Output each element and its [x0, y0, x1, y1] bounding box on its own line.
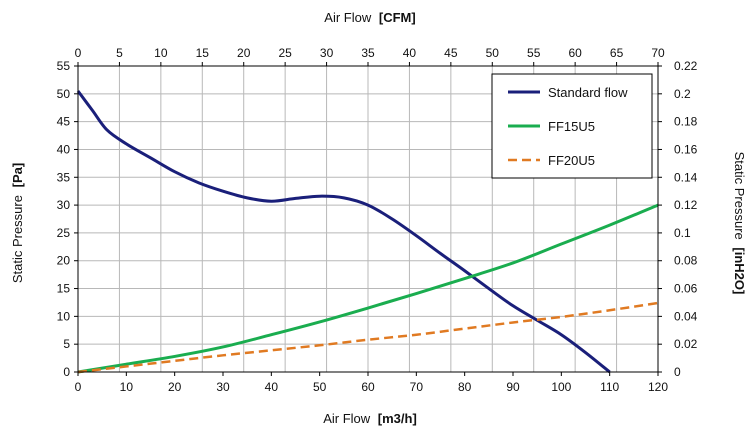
- left-axis-unit: [Pa]: [10, 163, 25, 188]
- bottom-tick-label: 110: [600, 380, 619, 394]
- legend: Standard flow FF15U5 FF20U5: [491, 73, 653, 179]
- top-tick-label: 10: [154, 46, 168, 60]
- top-tick-label: 5: [116, 46, 123, 60]
- right-tick-label: 0: [674, 365, 681, 379]
- top-tick-label: 65: [610, 46, 624, 60]
- right-tick-label: 0.16: [674, 142, 698, 156]
- right-axis-label: Static Pressure: [732, 152, 747, 240]
- left-tick-label: 5: [63, 337, 70, 351]
- left-tick-label: 55: [57, 59, 71, 73]
- legend-label-ff20u5: FF20U5: [548, 153, 595, 168]
- right-tick-label: 0.08: [674, 254, 698, 268]
- bottom-tick-label: 10: [120, 380, 134, 394]
- right-tick-label: 0.12: [674, 198, 698, 212]
- right-tick-label: 0.2: [674, 87, 691, 101]
- top-tick-label: 15: [196, 46, 210, 60]
- left-tick-label: 40: [57, 142, 71, 156]
- top-axis-label: Air Flow: [324, 10, 372, 25]
- series-line-standard-flow: [76, 90, 611, 374]
- bottom-tick-label: 30: [216, 380, 230, 394]
- top-tick-label: 50: [486, 46, 500, 60]
- left-tick-label: 30: [57, 198, 71, 212]
- top-tick-label: 25: [278, 46, 292, 60]
- top-tick-label: 70: [651, 46, 665, 60]
- legend-label-ff15u5: FF15U5: [548, 119, 595, 134]
- left-axis-label: Static Pressure: [10, 195, 25, 283]
- left-tick-label: 35: [57, 170, 71, 184]
- left-tick-label: 25: [57, 226, 71, 240]
- bottom-tick-label: 70: [410, 380, 424, 394]
- top-tick-label: 35: [361, 46, 375, 60]
- right-axis-title: Static Pressure [inH2O]: [732, 152, 747, 295]
- left-tick-label: 15: [57, 282, 71, 296]
- bottom-tick-label: 20: [168, 380, 182, 394]
- bottom-tick-label: 60: [361, 380, 375, 394]
- right-tick-label: 0.18: [674, 115, 698, 129]
- right-tick-label: 0.14: [674, 170, 698, 184]
- top-axis-title: Air Flow [CFM]: [324, 10, 415, 25]
- bottom-axis-title: Air Flow [m3/h]: [323, 411, 417, 426]
- left-tick-label: 10: [57, 309, 71, 323]
- right-tick-label: 0.06: [674, 282, 698, 296]
- legend-label-standard-flow: Standard flow: [548, 85, 628, 100]
- top-tick-label: 45: [444, 46, 458, 60]
- bottom-tick-label: 120: [648, 380, 668, 394]
- top-tick-label: 40: [403, 46, 417, 60]
- right-tick-label: 0.02: [674, 337, 698, 351]
- bottom-axis-unit: [m3/h]: [378, 411, 417, 426]
- bottom-axis-label: Air Flow: [323, 411, 371, 426]
- bottom-tick-label: 40: [265, 380, 279, 394]
- top-tick-label: 0: [75, 46, 82, 60]
- left-tick-label: 45: [57, 115, 71, 129]
- left-tick-label: 50: [57, 87, 71, 101]
- left-axis-title: Static Pressure [Pa]: [10, 163, 25, 283]
- bottom-tick-label: 100: [551, 380, 571, 394]
- top-tick-label: 20: [237, 46, 251, 60]
- right-tick-label: 0.1: [674, 226, 691, 240]
- bottom-tick-label: 0: [75, 380, 82, 394]
- right-axis-unit: [inH2O]: [732, 247, 747, 294]
- top-tick-label: 60: [568, 46, 582, 60]
- bottom-tick-label: 90: [506, 380, 520, 394]
- left-tick-label: 0: [63, 365, 70, 379]
- series-line-ff15u5: [77, 203, 659, 374]
- right-tick-label: 0.04: [674, 309, 698, 323]
- left-tick-label: 20: [57, 254, 71, 268]
- bottom-tick-label: 50: [313, 380, 327, 394]
- bottom-tick-label: 80: [458, 380, 472, 394]
- right-tick-label: 0.22: [674, 59, 698, 73]
- top-tick-label: 55: [527, 46, 541, 60]
- top-axis-unit: [CFM]: [379, 10, 416, 25]
- top-tick-label: 30: [320, 46, 334, 60]
